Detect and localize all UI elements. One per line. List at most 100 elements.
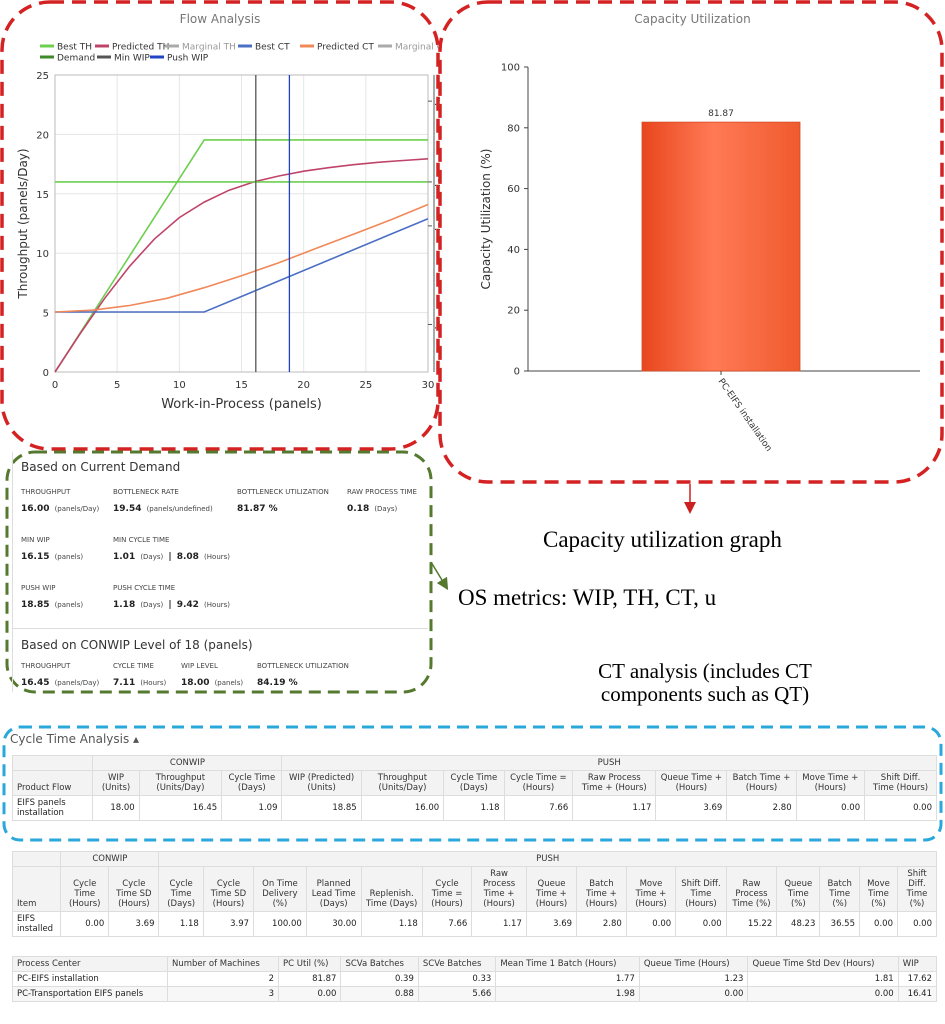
metric-value: 19.54: [113, 504, 142, 514]
column-header: WIP (Units): [92, 770, 140, 796]
column-header: Planned Lead Time (Days): [305, 866, 362, 912]
y-tick-label: 20: [36, 130, 49, 141]
metric-value: 18.85: [21, 600, 50, 610]
row-label-cell: PC-EIFS installation: [11, 971, 169, 987]
column-header: WIP (Predicted) (Units): [281, 770, 362, 796]
column-header: Queue Time Std Dev (Hours): [747, 956, 899, 972]
demand-heading: Based on Current Demand: [21, 460, 181, 474]
metric-raw-process-time: RAW PROCESS TIME 0.18 (Days): [347, 488, 417, 515]
y-tick-label: 20: [507, 306, 520, 317]
ct-analysis-annotation: CT analysis (includes CT components such…: [540, 660, 870, 706]
column-header: Raw Process Time + (Hours): [471, 866, 527, 912]
column-header: Cycle Time SD (Hours): [202, 866, 255, 912]
column-header: Cycle Time (Hours): [60, 866, 110, 912]
bar-data-label: 81.87: [708, 109, 734, 119]
legend-label: Marginal CT: [395, 43, 440, 53]
metric-value: 1.01: [113, 552, 136, 562]
metric-unit: (panels): [214, 679, 244, 687]
table-cell: 0.00: [864, 795, 937, 821]
metric-label: PUSH WIP: [21, 584, 56, 592]
metric-value: 16.00: [21, 504, 50, 514]
table-cell: 0.00: [638, 986, 749, 1002]
table-cell: 1.18: [443, 795, 505, 821]
group-header-push: PUSH: [158, 851, 937, 867]
metric-label: BOTTLENECK RATE: [113, 488, 179, 496]
legend-label: Predicted CT: [317, 43, 374, 53]
y-tick-label: 0: [514, 367, 520, 378]
column-header: Throughput (Units/Day): [360, 770, 445, 796]
conwip-heading: Based on CONWIP Level of 18 (panels): [21, 638, 253, 652]
y-tick-label: 10: [36, 249, 49, 260]
capacity-utilization-panel: Capacity Utilization 0 20 40 60 80 100 Capacit…: [440, 0, 945, 480]
table-row[interactable]: PC-Transportation EIFS panels 3 0.00 0.88 5.…: [11, 986, 938, 1002]
y-tick-label: 80: [507, 123, 520, 134]
column-header: On Time Delivery (%): [253, 866, 307, 912]
table-cell: 1.81: [747, 971, 899, 987]
metric-push-cycle-time: PUSH CYCLE TIME 1.18 (Days) | 9.42 (Hour…: [113, 584, 230, 611]
x-tick-label: 20: [297, 380, 310, 391]
column-header: Process Center: [11, 956, 169, 972]
column-header: Mean Time 1 Batch (Hours): [495, 956, 640, 972]
y-tick-label: 40: [507, 245, 520, 256]
metric-label: THROUGHPUT: [21, 662, 71, 670]
cycle-time-analysis-title[interactable]: Cycle Time Analysis ▴: [10, 732, 140, 746]
x-tick-label: 0: [52, 380, 58, 391]
group-header-push: PUSH: [281, 755, 937, 771]
table-row[interactable]: PC-EIFS installation 2 81.87 0.39 0.33 1.77 1.…: [11, 971, 938, 987]
bar-pc-eifs-installation: [641, 121, 801, 372]
table-cell: 3.69: [525, 911, 578, 937]
metric-unit-hours: (Hours): [204, 601, 231, 609]
cycle-time-analysis-table: CONWIP PUSH Product Flow WIP (Units) Throu…: [11, 755, 937, 821]
table-cell: 1.23: [638, 971, 749, 987]
capacity-utilization-chart: 0 20 40 60 80 100 Capacity Utilization (%) 81.8…: [479, 63, 920, 454]
legend-label: Marginal TH: [182, 43, 236, 53]
metric-bottleneck-utilization: BOTTLENECK UTILIZATION 81.87 %: [237, 488, 329, 515]
table-cell: 3.97: [202, 911, 255, 937]
capacity-graph-annotation: Capacity utilization graph: [543, 527, 782, 552]
column-header: Cycle Time = (Hours): [421, 866, 473, 912]
column-header-row: Product Flow WIP (Units) Throughput (Units…: [11, 770, 937, 796]
table-cell: 0.00: [896, 911, 938, 937]
metric-unit: (Days): [140, 553, 164, 561]
y-tick-label: 100: [501, 63, 520, 74]
metric-label: RAW PROCESS TIME: [347, 488, 417, 496]
metric-unit: (panels/Day): [54, 679, 100, 687]
legend-label: Best CT: [255, 43, 290, 53]
metric-unit-hours: (Hours): [204, 553, 231, 561]
table-row[interactable]: EIFS panels installation 18.00 16.45 1.09 18…: [11, 795, 937, 821]
process-center-table: Process Center Number of Machines PC Util …: [11, 956, 938, 1002]
column-header: SCVa Batches: [340, 956, 419, 972]
ct-annotation-line-2: components such as QT): [600, 682, 810, 706]
metric-label: WIP LEVEL: [181, 662, 218, 670]
table-cell: 17.62: [897, 971, 938, 987]
table-cell: 0.00: [859, 911, 898, 937]
table-cell: 36.55: [819, 911, 860, 937]
row-label-cell: EIFS panels installation: [11, 795, 94, 821]
group-header-blank: [11, 851, 62, 867]
table-cell: 3.69: [655, 795, 728, 821]
metric-label: CYCLE TIME: [113, 662, 154, 670]
table-body: EIFS panels installation 18.00 16.45 1.09 18…: [11, 795, 937, 821]
legend-label: Predicted TH: [112, 43, 169, 53]
table-cell: 16.41: [897, 986, 938, 1002]
table-cell: 3: [167, 986, 279, 1002]
x-tick-label: 25: [359, 380, 372, 391]
table-cell: 1.17: [572, 795, 657, 821]
table-cell: 0.39: [340, 971, 419, 987]
column-header: Shift Diff. Time (Hours): [675, 866, 727, 912]
column-header: Raw Process Time + (Hours): [572, 770, 657, 796]
metric-min-cycle-time: MIN CYCLE TIME 1.01 (Days) | 8.08 (Hours…: [113, 536, 230, 563]
table-cell: 16.00: [360, 795, 445, 821]
metric-value: 18.00: [181, 678, 210, 688]
table-cell: 7.66: [421, 911, 473, 937]
column-header: Cycle Time = (Hours): [503, 770, 574, 796]
y-tick-label: 25: [36, 71, 49, 82]
table-cell: 1.18: [360, 911, 423, 937]
legend-label: Demand: [57, 54, 95, 64]
table-row[interactable]: EIFS installed 0.00 3.69 1.18 3.97 100.00 30.0…: [11, 911, 938, 937]
metric-label: BOTTLENECK UTILIZATION: [237, 488, 329, 496]
table-cell: 1.18: [158, 911, 204, 937]
metric-unit: (Hours): [140, 679, 167, 687]
metric-label: BOTTLENECK UTILIZATION: [257, 662, 349, 670]
y-tick-label: 60: [507, 184, 520, 195]
